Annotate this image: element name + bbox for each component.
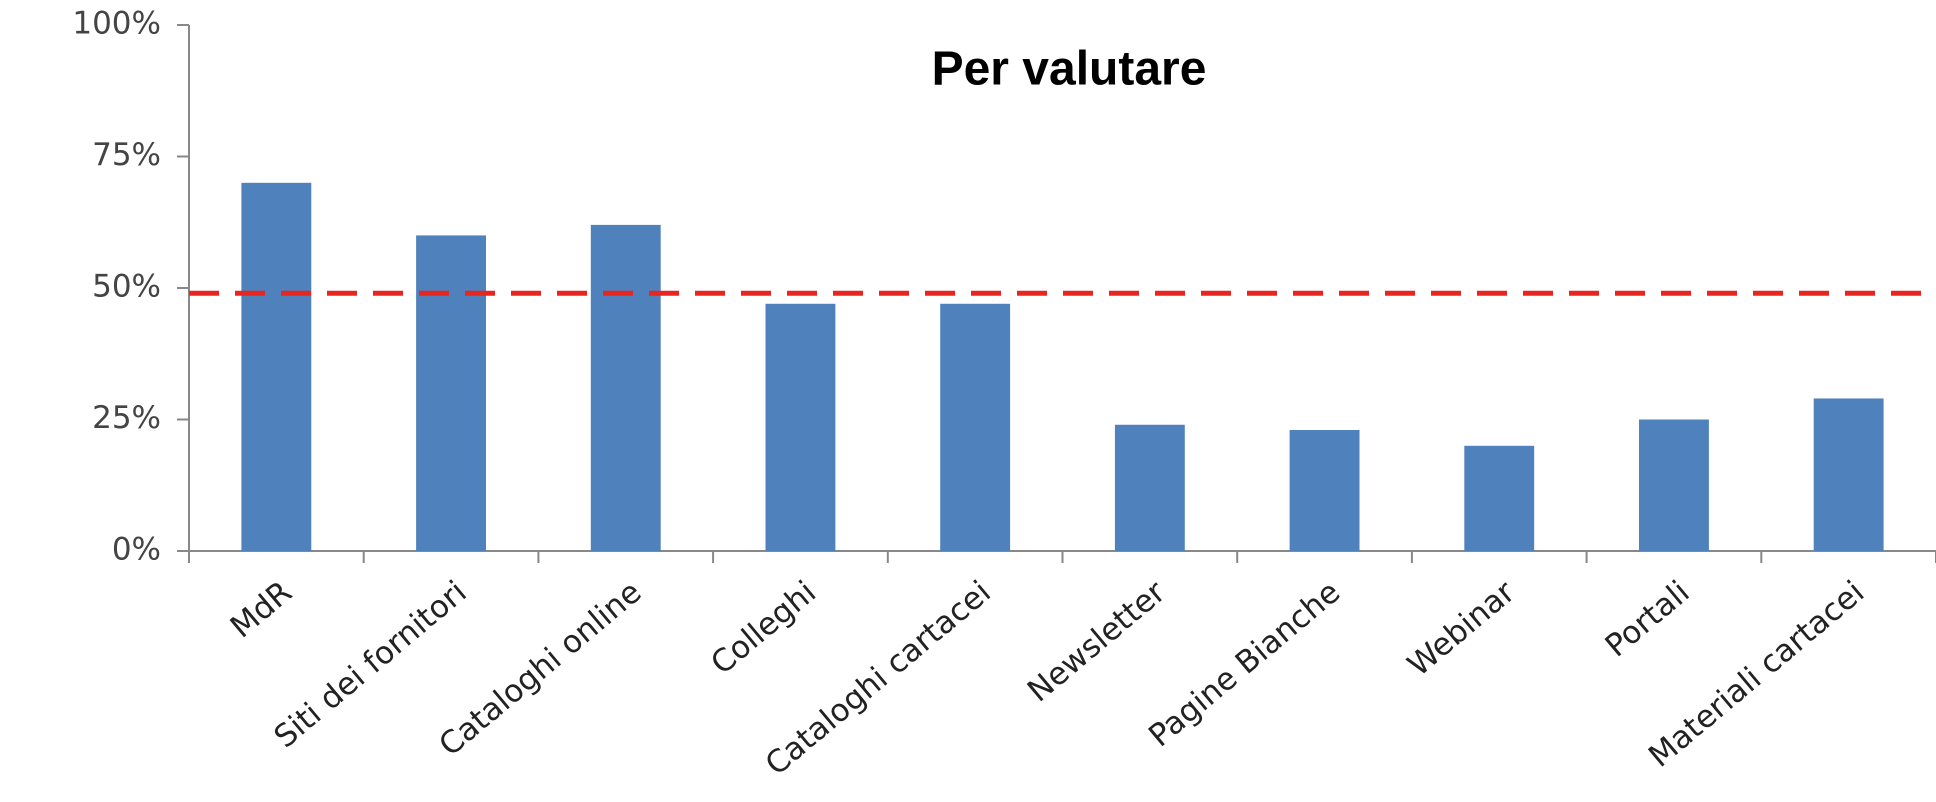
y-tick-label: 75% bbox=[92, 137, 161, 173]
bar bbox=[940, 303, 1011, 551]
y-tick-label: 100% bbox=[72, 6, 161, 42]
x-tick-label: MdR bbox=[224, 574, 299, 645]
bar bbox=[590, 224, 661, 551]
x-tick-label: Portali bbox=[1599, 574, 1697, 664]
bar bbox=[765, 303, 836, 551]
y-tick-label: 0% bbox=[112, 532, 161, 568]
x-tick-label: Colleghi bbox=[704, 574, 823, 682]
x-tick-label: Newsletter bbox=[1021, 574, 1173, 709]
y-tick-label: 50% bbox=[92, 269, 161, 305]
bar bbox=[1639, 419, 1709, 551]
bar bbox=[416, 235, 486, 551]
x-tick-label: Pagine Bianche bbox=[1142, 574, 1347, 754]
bar bbox=[241, 182, 312, 552]
bar bbox=[1464, 445, 1535, 551]
y-tick-label: 25% bbox=[92, 400, 161, 436]
chart-title: Per valutare bbox=[932, 43, 1207, 96]
bar bbox=[1813, 398, 1884, 551]
x-tick-label: Webinar bbox=[1401, 574, 1522, 684]
bar bbox=[1289, 430, 1360, 551]
bar bbox=[1114, 424, 1185, 551]
